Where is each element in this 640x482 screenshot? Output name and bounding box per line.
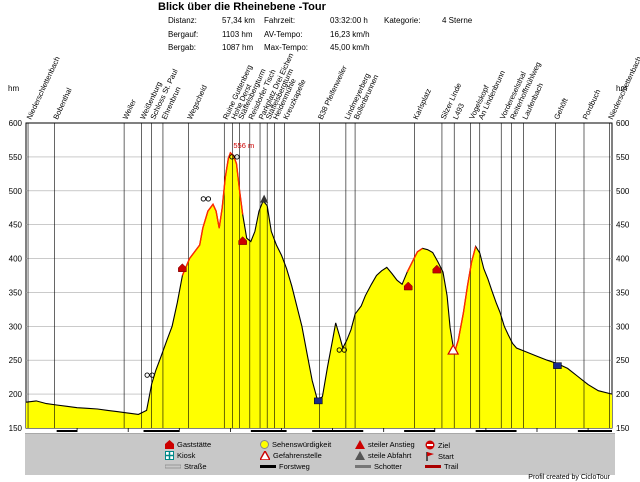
legend-item-sehenswuerdigkeit: Sehenswürdigkeit [260, 440, 331, 449]
bicycle-marker-wheel [341, 347, 347, 353]
elevation-line [25, 151, 613, 415]
bicycle-marker-wheel [200, 196, 207, 202]
gasthaus-marker [238, 236, 247, 245]
y-axis-unit-left: hm [8, 84, 19, 93]
legend-item-gefahrenstelle: Gefahrenstelle [260, 451, 322, 460]
start-flag-icon [426, 452, 434, 461]
steep-descent-icon [355, 451, 365, 460]
road-line-icon [165, 464, 181, 469]
y-tick-label-left: 450 [9, 221, 23, 230]
steep-climb-segment [406, 247, 423, 273]
waypoint-label: Karlsplatz [411, 87, 433, 121]
waypoint-label: Bobenthal [51, 86, 74, 121]
stat-time-value: 03:32:00 h [330, 16, 368, 25]
start-marker [314, 397, 323, 405]
stat-ascent-value: 1103 hm [222, 30, 253, 39]
footer-credit: Profil created by CicloTour [528, 474, 610, 481]
y-tick-label-right: 450 [616, 221, 630, 230]
stat-category-label: Kategorie: [384, 16, 421, 25]
stat-category-value: 4 Sterne [442, 16, 473, 25]
bicycle-marker-wheel [205, 196, 212, 202]
y-tick-label-right: 600 [616, 119, 630, 128]
waypoint-label: Weiler [121, 97, 138, 120]
gravel-line-icon [355, 465, 371, 468]
y-tick-label-right: 400 [616, 255, 630, 264]
legend-item-ziel: Ziel [425, 440, 450, 450]
house-icon [165, 440, 174, 449]
y-tick-label-right: 250 [616, 356, 630, 365]
steep-up-marker [260, 194, 269, 203]
forest-road-line-icon [260, 465, 276, 468]
legend-item-schotter: Schotter [355, 462, 402, 471]
legend-item-trail: Trail [425, 462, 458, 471]
danger-marker [447, 343, 460, 355]
y-tick-label-right: 200 [616, 390, 630, 399]
gasthaus-marker [403, 281, 413, 291]
y-tick-label-left: 200 [9, 390, 23, 399]
legend-item-steile-abfahrt: steile Abfahrt [355, 451, 411, 460]
legend-item-forstweg: Forstweg [260, 462, 310, 471]
gasthaus-marker [432, 264, 442, 274]
elevation-area [26, 152, 612, 429]
y-tick-label-left: 500 [9, 187, 23, 196]
gasthaus-marker [178, 263, 187, 272]
legend-item-steiler-anstieg: steiler Anstieg [355, 440, 415, 449]
waypoint-label: Gehöft [552, 96, 570, 121]
y-tick-label-left: 300 [9, 322, 23, 331]
y-tick-label-right: 300 [616, 322, 630, 331]
y-tick-label-left: 550 [9, 153, 23, 162]
legend-item-strasse: Straße [165, 462, 207, 471]
bicycle-marker-wheel [229, 154, 235, 160]
steep-climb-segment [181, 151, 244, 276]
y-tick-label-left: 600 [9, 119, 23, 128]
waypoint-label: Pordbuch [581, 88, 603, 121]
y-tick-label-left: 350 [9, 288, 23, 297]
bicycle-marker-wheel [234, 154, 240, 160]
y-tick-label-left: 250 [9, 356, 23, 365]
bicycle-marker-wheel [149, 372, 155, 378]
steep-climb-icon [355, 440, 365, 449]
stat-maxspeed-value: 45,00 km/h [330, 43, 370, 52]
bicycle-marker-wheel [336, 347, 342, 353]
y-tick-label-right: 550 [616, 153, 630, 162]
y-tick-label-right: 150 [616, 424, 630, 433]
y-tick-label-left: 400 [9, 255, 23, 264]
stat-distance-value: 57,34 km [222, 16, 255, 25]
stat-avgspeed-label: AV-Tempo: [264, 30, 303, 39]
trail-line-icon [425, 465, 441, 468]
stat-descent-value: 1087 hm [222, 43, 254, 52]
kiosk-icon [165, 451, 174, 460]
tour-title: Blick über die Rheinebene -Tour [158, 1, 326, 13]
legend-item-kiosk: Kiosk [165, 451, 195, 460]
y-tick-label-right: 500 [616, 187, 630, 196]
stat-distance-label: Distanz: [168, 16, 197, 25]
waypoint-label: Wegscheid [185, 84, 209, 121]
y-axis-unit-right: hm [616, 84, 627, 93]
warning-icon [260, 451, 270, 460]
y-tick-label-left: 150 [9, 424, 23, 433]
start-marker [553, 362, 562, 369]
stat-ascent-label: Bergauf: [168, 30, 199, 39]
stat-maxspeed-label: Max-Tempo: [264, 43, 309, 52]
legend-panel: Gaststätte Kiosk Straße Sehenswürdigkeit… [25, 433, 615, 475]
bicycle-marker-wheel [144, 372, 150, 378]
y-tick-label-right: 350 [616, 288, 630, 297]
sight-icon [260, 440, 269, 449]
peak-label: 556 m [233, 141, 254, 150]
stat-time-label: Fahrzeit: [264, 16, 296, 25]
legend-item-start: Start [425, 451, 454, 461]
stat-descent-label: Bergab: [168, 43, 197, 52]
finish-icon [425, 440, 435, 450]
stat-avgspeed-value: 16,23 km/h [330, 30, 370, 39]
waypoint-label: Niederschlettenbach [606, 55, 640, 121]
legend-item-gaststaette: Gaststätte [165, 440, 211, 449]
